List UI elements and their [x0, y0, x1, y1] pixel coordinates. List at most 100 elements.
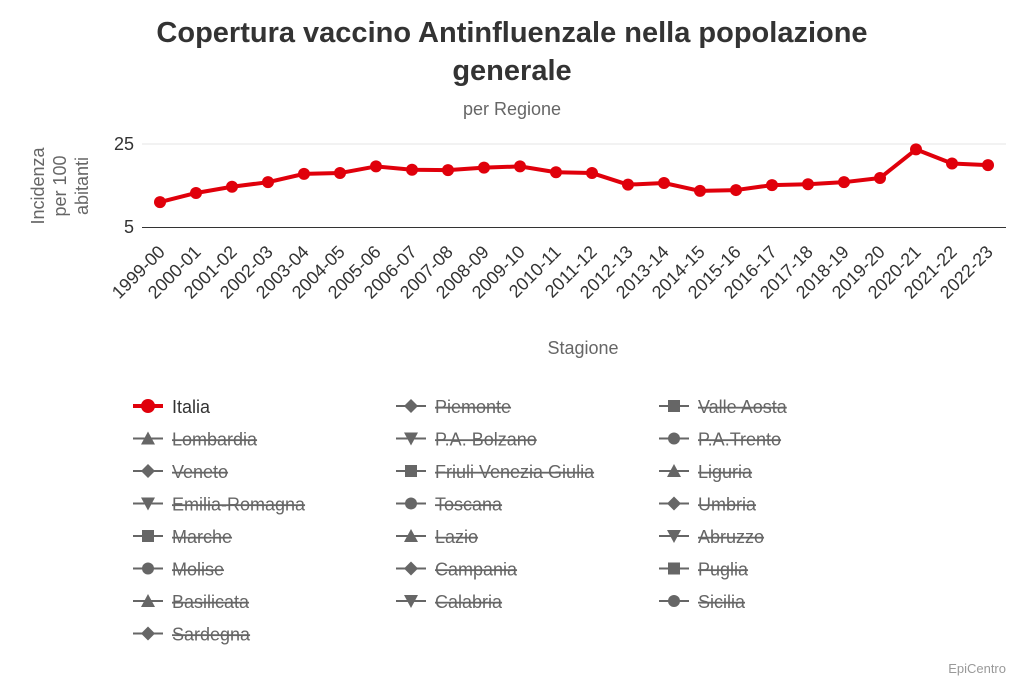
legend-item-abruzzo[interactable]: Abruzzo: [659, 527, 764, 547]
legend-symbol-triangle-down: [404, 432, 418, 446]
legend-symbol-diamond: [404, 399, 418, 413]
data-point: [190, 186, 202, 199]
legend-label: Lazio: [435, 527, 478, 547]
legend-symbol-circle: [668, 432, 680, 445]
legend-label: Umbria: [698, 495, 757, 515]
chart-subtitle: per Regione: [463, 99, 561, 119]
legend-item-umbria[interactable]: Umbria: [659, 495, 757, 515]
legend-symbol-diamond: [141, 626, 155, 641]
legend-item-sardegna[interactable]: Sardegna: [133, 625, 251, 645]
data-point: [910, 143, 922, 156]
data-point: [154, 196, 166, 209]
data-point: [406, 163, 418, 176]
x-axis-label: Stagione: [547, 338, 618, 358]
legend-item-p-a-trento[interactable]: P.A.Trento: [659, 430, 781, 450]
legend-label: Veneto: [172, 462, 228, 482]
legend-label: Piemonte: [435, 397, 511, 417]
legend-item-italia[interactable]: Italia: [133, 397, 211, 417]
legend-symbol-triangle: [141, 431, 155, 445]
legend-item-emilia-romagna[interactable]: Emilia-Romagna: [133, 495, 306, 515]
data-point: [514, 160, 526, 173]
legend-item-lazio[interactable]: Lazio: [396, 527, 478, 547]
legend-item-calabria[interactable]: Calabria: [396, 592, 503, 612]
legend-symbol-triangle-down: [667, 530, 681, 543]
legend-label: Campania: [435, 560, 518, 580]
legend-item-valle-aosta[interactable]: Valle Aosta: [659, 397, 788, 417]
data-point: [370, 160, 382, 173]
credits[interactable]: EpiCentro: [948, 661, 1006, 676]
y-tick-label: 5: [124, 217, 134, 237]
legend-label: Marche: [172, 527, 232, 547]
legend-symbol-triangle: [667, 464, 681, 477]
legend-symbol-diamond: [667, 496, 681, 511]
legend-symbol-square: [142, 530, 154, 542]
data-point: [766, 179, 778, 192]
legend-label: Basilicata: [172, 592, 250, 612]
legend-symbol-triangle-down: [404, 595, 418, 608]
legend-label: Lombardia: [172, 430, 258, 450]
legend-symbol-diamond: [404, 561, 418, 576]
legend-symbol-circle: [668, 595, 680, 607]
data-point: [262, 176, 274, 189]
legend-symbol-triangle: [141, 594, 155, 607]
legend-item-toscana[interactable]: Toscana: [396, 495, 503, 515]
data-point: [838, 176, 850, 189]
legend-label: Friuli Venezia Giulia: [435, 462, 595, 482]
data-point: [586, 167, 598, 180]
data-point: [226, 180, 238, 193]
legend[interactable]: Italia Piemonte Valle Aosta Lombardia P.A. B…: [133, 397, 788, 645]
chart-title-line-2: generale: [452, 55, 571, 87]
legend-label: Calabria: [435, 592, 503, 612]
legend-item-lombardia[interactable]: Lombardia: [133, 430, 258, 450]
series-italia[interactable]: [154, 143, 994, 209]
legend-item-liguria[interactable]: Liguria: [659, 462, 753, 482]
legend-item-marche[interactable]: Marche: [133, 527, 232, 547]
data-point: [658, 177, 670, 190]
y-axis-label-line-1: Incidenza: [28, 146, 48, 224]
data-point: [442, 164, 454, 177]
legend-item-veneto[interactable]: Veneto: [133, 462, 228, 482]
series: [154, 143, 994, 209]
data-point: [946, 157, 958, 170]
legend-item-campania[interactable]: Campania: [396, 560, 518, 580]
data-point: [874, 172, 886, 185]
legend-label: Emilia-Romagna: [172, 495, 306, 515]
series-line[interactable]: [158, 147, 990, 205]
legend-symbol-square: [668, 400, 680, 412]
legend-label: Valle Aosta: [698, 397, 788, 417]
data-point: [478, 161, 490, 174]
legend-label: Molise: [172, 560, 224, 580]
legend-symbol-circle: [142, 562, 154, 575]
grid: 5 25: [114, 134, 1006, 237]
legend-label: Abruzzo: [698, 527, 764, 547]
data-point: [802, 178, 814, 191]
legend-symbol-diamond: [141, 464, 155, 478]
legend-symbol-square: [405, 465, 417, 477]
legend-label: Sardegna: [172, 625, 251, 645]
legend-item-piemonte[interactable]: Piemonte: [396, 397, 511, 417]
legend-label: Liguria: [698, 462, 753, 482]
legend-item-molise[interactable]: Molise: [133, 560, 224, 580]
legend-item-puglia[interactable]: Puglia: [659, 560, 749, 580]
legend-label: Italia: [172, 397, 211, 417]
legend-symbol-triangle-down: [141, 497, 155, 511]
legend-label: P.A.Trento: [698, 430, 781, 450]
legend-item-friuli-venezia-giulia[interactable]: Friuli Venezia Giulia: [396, 462, 595, 482]
data-point: [730, 184, 742, 197]
legend-label: P.A. Bolzano: [435, 430, 537, 450]
legend-label: Toscana: [435, 495, 503, 515]
data-point: [694, 184, 706, 197]
x-ticks: 1999-002000-012001-022002-032003-042004-…: [108, 242, 997, 303]
legend-symbol-circle: [405, 497, 417, 510]
legend-symbol-triangle: [404, 529, 418, 542]
legend-label: Puglia: [698, 560, 749, 580]
legend-symbol-circle: [141, 399, 155, 413]
chart-title-line-1: Copertura vaccino Antinfluenzale nella p…: [156, 17, 867, 49]
legend-item-basilicata[interactable]: Basilicata: [133, 592, 250, 612]
y-tick-label: 25: [114, 134, 134, 154]
legend-item-sicilia[interactable]: Sicilia: [659, 592, 746, 612]
legend-item-p-a-bolzano[interactable]: P.A. Bolzano: [396, 430, 537, 450]
data-point: [334, 167, 346, 180]
data-point: [982, 159, 994, 172]
